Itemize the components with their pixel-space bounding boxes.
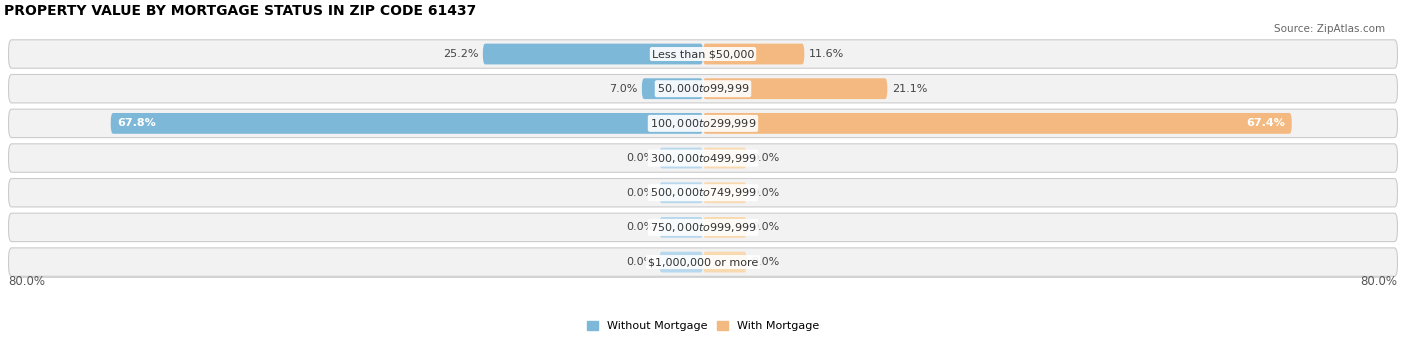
Text: 0.0%: 0.0% [751, 153, 779, 163]
FancyBboxPatch shape [8, 40, 1398, 68]
Text: 0.0%: 0.0% [627, 188, 655, 198]
Text: 0.0%: 0.0% [751, 222, 779, 233]
FancyBboxPatch shape [659, 252, 703, 272]
Text: 0.0%: 0.0% [751, 188, 779, 198]
Text: $1,000,000 or more: $1,000,000 or more [648, 257, 758, 267]
Text: 0.0%: 0.0% [627, 222, 655, 233]
FancyBboxPatch shape [8, 144, 1398, 172]
FancyBboxPatch shape [703, 252, 747, 272]
Text: 11.6%: 11.6% [808, 49, 844, 59]
FancyBboxPatch shape [482, 44, 703, 64]
FancyBboxPatch shape [8, 74, 1398, 103]
Text: 67.4%: 67.4% [1246, 118, 1285, 128]
FancyBboxPatch shape [703, 217, 747, 238]
Text: 0.0%: 0.0% [751, 257, 779, 267]
FancyBboxPatch shape [703, 113, 1292, 134]
FancyBboxPatch shape [703, 44, 804, 64]
Text: 80.0%: 80.0% [1361, 275, 1398, 288]
Text: PROPERTY VALUE BY MORTGAGE STATUS IN ZIP CODE 61437: PROPERTY VALUE BY MORTGAGE STATUS IN ZIP… [4, 4, 477, 18]
Text: 21.1%: 21.1% [891, 84, 927, 94]
Text: Source: ZipAtlas.com: Source: ZipAtlas.com [1274, 24, 1385, 34]
Text: $50,000 to $99,999: $50,000 to $99,999 [657, 82, 749, 95]
Text: $100,000 to $299,999: $100,000 to $299,999 [650, 117, 756, 130]
FancyBboxPatch shape [8, 109, 1398, 137]
FancyBboxPatch shape [703, 182, 747, 203]
Text: 0.0%: 0.0% [627, 257, 655, 267]
Legend: Without Mortgage, With Mortgage: Without Mortgage, With Mortgage [582, 317, 824, 336]
FancyBboxPatch shape [703, 148, 747, 168]
Text: 0.0%: 0.0% [627, 153, 655, 163]
Text: 80.0%: 80.0% [8, 275, 45, 288]
Text: 25.2%: 25.2% [443, 49, 478, 59]
Text: $500,000 to $749,999: $500,000 to $749,999 [650, 186, 756, 199]
Text: Less than $50,000: Less than $50,000 [652, 49, 754, 59]
FancyBboxPatch shape [659, 182, 703, 203]
FancyBboxPatch shape [8, 178, 1398, 207]
Text: $750,000 to $999,999: $750,000 to $999,999 [650, 221, 756, 234]
FancyBboxPatch shape [643, 78, 703, 99]
FancyBboxPatch shape [659, 217, 703, 238]
FancyBboxPatch shape [111, 113, 703, 134]
FancyBboxPatch shape [8, 248, 1398, 276]
Text: $300,000 to $499,999: $300,000 to $499,999 [650, 151, 756, 165]
FancyBboxPatch shape [659, 148, 703, 168]
Text: 7.0%: 7.0% [609, 84, 637, 94]
FancyBboxPatch shape [703, 78, 887, 99]
FancyBboxPatch shape [8, 213, 1398, 242]
Text: 67.8%: 67.8% [118, 118, 156, 128]
